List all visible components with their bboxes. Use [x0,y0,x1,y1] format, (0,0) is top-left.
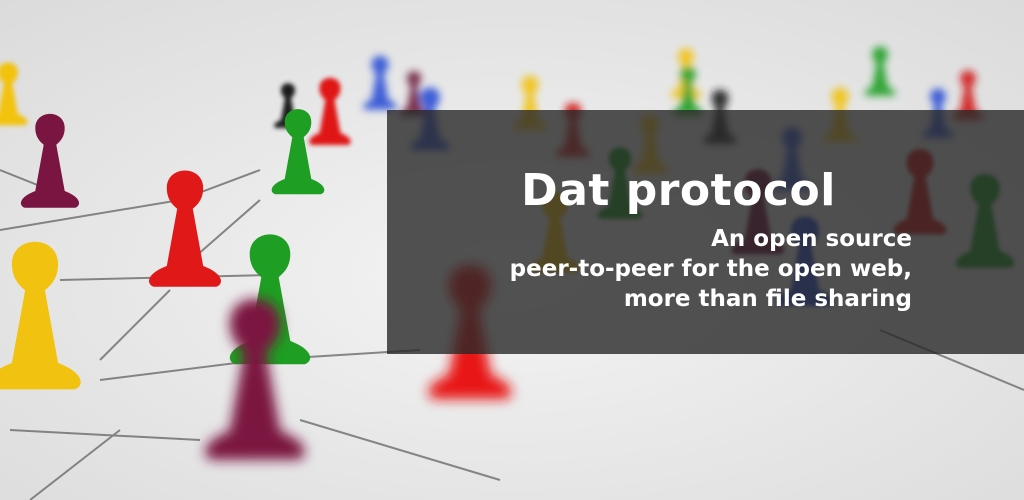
subtitle-line: peer-to-peer for the open web, [509,256,912,282]
subtitle-line: An open source [711,226,912,252]
banner-subtitle: An open source peer-to-peer for the open… [387,224,1024,314]
caption-overlay [387,110,1024,354]
banner-title: Dat protocol [521,165,836,216]
subtitle-line: more than file sharing [623,286,912,312]
